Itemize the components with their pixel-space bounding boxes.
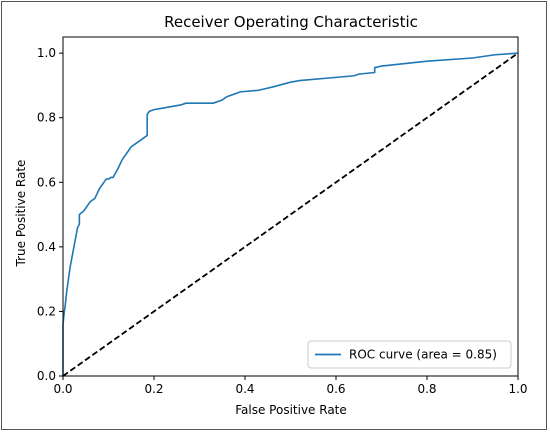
x-tick-label: 0.0: [53, 382, 72, 396]
chart-title: Receiver Operating Characteristic: [164, 13, 418, 31]
x-tick-label: 0.8: [417, 382, 436, 396]
y-tick-label: 0.2: [37, 304, 56, 318]
y-tick-label: 1.0: [37, 46, 56, 60]
chance-diagonal-line: [62, 52, 519, 377]
y-tick-label: 0.8: [37, 111, 56, 125]
roc-curve-line: [62, 52, 519, 376]
legend-label: ROC curve (area = 0.85): [349, 348, 497, 362]
x-axis-label: False Positive Rate: [235, 403, 347, 417]
y-tick-label: 0.4: [37, 240, 56, 254]
legend-box: [307, 340, 512, 369]
plot-area: 0.0 0.2 0.4 0.6 0.8 1.0 0.0 0.2 0.4 0.6 0.8 1.0: [37, 36, 528, 396]
legend: ROC curve (area = 0.85): [307, 340, 512, 369]
y-tick-label: 0.6: [37, 175, 56, 189]
x-tick-label: 0.2: [144, 382, 163, 396]
y-tick-label: 0.0: [37, 369, 56, 383]
x-tick-label: 1.0: [508, 382, 527, 396]
y-axis-label: True Positive Rate: [14, 160, 28, 268]
axes-frame: [62, 36, 519, 377]
x-tick-label: 0.4: [235, 382, 254, 396]
x-tick-label: 0.6: [326, 382, 345, 396]
